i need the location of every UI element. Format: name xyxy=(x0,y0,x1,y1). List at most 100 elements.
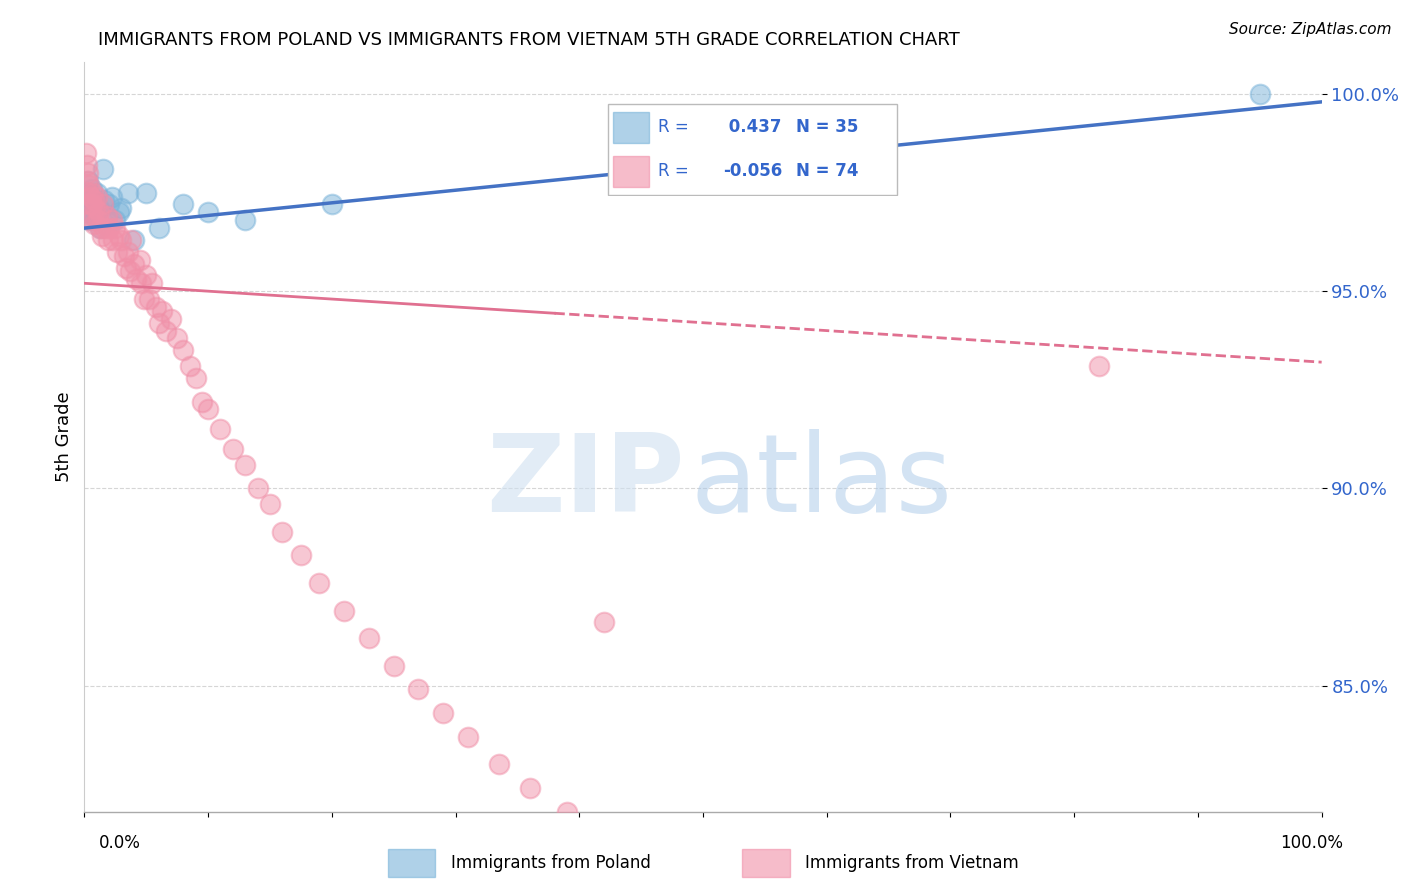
Point xyxy=(408,682,430,697)
Point xyxy=(89,221,111,235)
Point xyxy=(77,186,100,200)
Point xyxy=(457,730,479,744)
Text: Immigrants from Vietnam: Immigrants from Vietnam xyxy=(806,854,1019,872)
Text: R =: R = xyxy=(658,118,689,136)
Point xyxy=(79,213,101,227)
Point xyxy=(77,205,100,219)
Point xyxy=(122,233,145,247)
Point xyxy=(148,316,170,330)
Point xyxy=(197,402,219,417)
Point xyxy=(96,209,118,223)
Point xyxy=(96,209,118,223)
Text: IMMIGRANTS FROM POLAND VS IMMIGRANTS FROM VIETNAM 5TH GRADE CORRELATION CHART: IMMIGRANTS FROM POLAND VS IMMIGRANTS FRO… xyxy=(98,31,960,49)
Point xyxy=(233,458,256,472)
Point xyxy=(108,205,131,219)
Point xyxy=(488,757,510,772)
Bar xyxy=(742,849,790,877)
Point xyxy=(209,422,232,436)
Point xyxy=(86,189,108,203)
Point xyxy=(135,268,157,283)
Point xyxy=(129,277,152,291)
Point xyxy=(382,658,405,673)
Point xyxy=(108,229,131,244)
Point xyxy=(432,706,454,720)
Point xyxy=(117,186,139,200)
Point xyxy=(166,331,188,345)
Text: -0.056: -0.056 xyxy=(723,162,782,180)
Point xyxy=(93,221,115,235)
Point xyxy=(76,197,98,211)
Point xyxy=(80,181,103,195)
Point xyxy=(79,189,101,203)
Point xyxy=(1088,359,1111,373)
Point xyxy=(97,233,120,247)
Point xyxy=(77,166,100,180)
Point xyxy=(120,233,142,247)
Y-axis label: 5th Grade: 5th Grade xyxy=(55,392,73,483)
Point xyxy=(132,292,155,306)
Point xyxy=(110,233,132,247)
Point xyxy=(80,202,103,216)
Point xyxy=(1249,87,1271,101)
Point xyxy=(259,497,281,511)
Point xyxy=(160,311,183,326)
Point xyxy=(112,249,135,263)
Point xyxy=(357,631,380,645)
Point xyxy=(120,264,142,278)
Point xyxy=(519,780,541,795)
Point xyxy=(110,202,132,216)
Point xyxy=(98,197,121,211)
Point xyxy=(191,394,214,409)
Point xyxy=(93,194,115,208)
Point xyxy=(100,189,122,203)
Point xyxy=(101,233,124,247)
Point xyxy=(89,202,111,216)
Point xyxy=(105,244,128,259)
Point xyxy=(122,256,145,270)
Point xyxy=(79,178,101,192)
Text: atlas: atlas xyxy=(690,429,953,535)
Point xyxy=(145,300,167,314)
Point xyxy=(83,217,105,231)
Point xyxy=(308,576,330,591)
Point xyxy=(555,805,578,819)
Point xyxy=(321,197,343,211)
Point xyxy=(197,205,219,219)
Text: 0.437: 0.437 xyxy=(723,118,782,136)
Point xyxy=(100,213,122,227)
Point xyxy=(333,604,356,618)
Point xyxy=(83,194,105,208)
Point xyxy=(82,209,104,223)
Point xyxy=(83,205,105,219)
Point xyxy=(84,194,107,208)
Text: 0.0%: 0.0% xyxy=(98,834,141,852)
Point xyxy=(138,292,160,306)
Point xyxy=(104,213,127,227)
Point xyxy=(290,549,312,563)
Text: R =: R = xyxy=(658,162,689,180)
Point xyxy=(271,524,294,539)
Point xyxy=(172,197,194,211)
Point xyxy=(77,174,100,188)
Bar xyxy=(613,112,650,143)
Point xyxy=(104,221,127,235)
Bar xyxy=(388,849,436,877)
Point xyxy=(89,221,111,235)
Point xyxy=(75,146,97,161)
Point xyxy=(98,221,121,235)
Text: N = 74: N = 74 xyxy=(796,162,859,180)
Point xyxy=(179,359,201,373)
Point xyxy=(150,304,173,318)
Point xyxy=(80,197,103,211)
Point xyxy=(246,481,269,495)
Point xyxy=(86,186,108,200)
FancyBboxPatch shape xyxy=(607,103,897,195)
Point xyxy=(222,442,245,456)
Point xyxy=(129,252,152,267)
Point xyxy=(75,186,97,200)
Point xyxy=(141,277,163,291)
Point xyxy=(79,189,101,203)
Text: 100.0%: 100.0% xyxy=(1279,834,1343,852)
Point xyxy=(84,202,107,216)
Point xyxy=(90,229,112,244)
